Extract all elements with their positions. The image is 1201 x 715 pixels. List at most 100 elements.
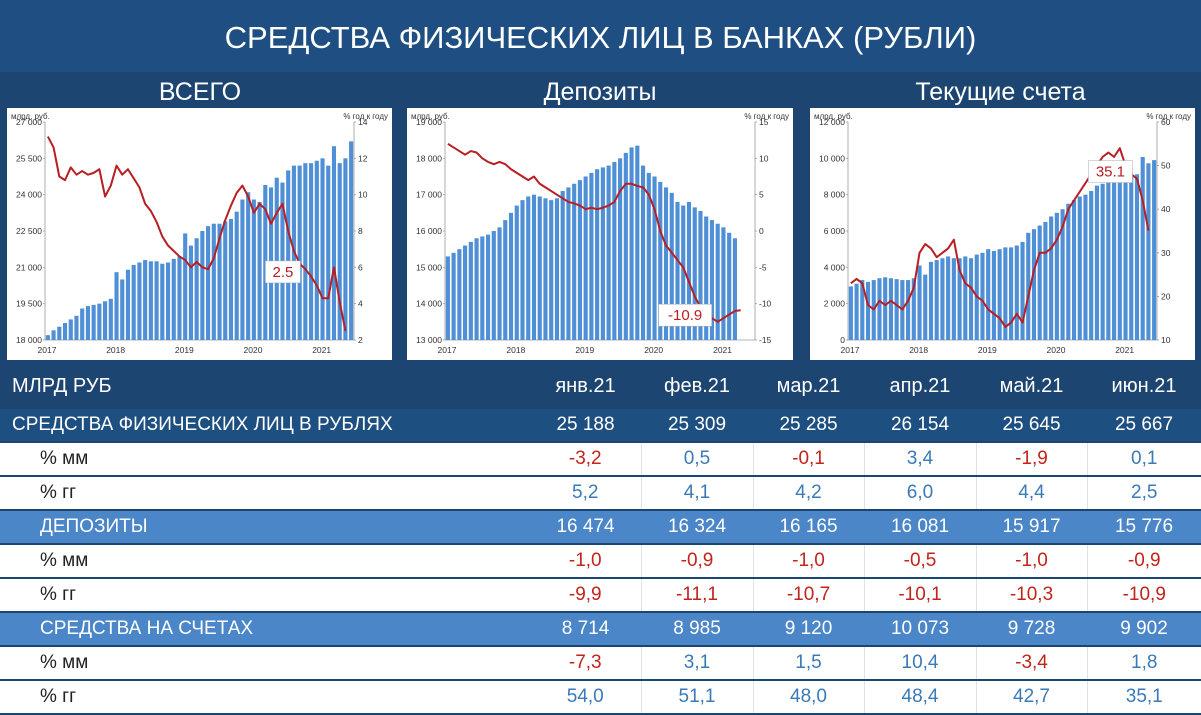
- right-tick-label: 10: [358, 190, 368, 200]
- month-header: янв.21: [530, 365, 641, 409]
- bar: [491, 231, 496, 340]
- bar: [675, 201, 680, 340]
- row-label: СРЕДСТВА ФИЗИЧЕСКИХ ЛИЦ В РУБЛЯХ: [0, 408, 530, 443]
- bar: [635, 145, 640, 340]
- bar: [991, 250, 996, 340]
- right-tick-label: 4: [358, 299, 363, 309]
- right-tick-label: 40: [1161, 204, 1171, 214]
- bar: [612, 161, 617, 340]
- bar: [704, 216, 709, 340]
- value-cell: -3,2: [530, 442, 642, 477]
- value-cell: 3,4: [864, 442, 977, 477]
- value-cell: 5,2: [530, 476, 642, 511]
- month-header: мар.21: [753, 365, 864, 409]
- left-tick-label: 8 000: [824, 190, 846, 200]
- left-tick-label: 18 000: [16, 335, 42, 345]
- value-cell: -10,9: [1087, 578, 1201, 613]
- bar: [183, 233, 188, 340]
- bar: [1014, 245, 1019, 340]
- value-cell: 2,5: [1087, 476, 1201, 511]
- left-tick-label: 15 000: [416, 262, 442, 272]
- row-label: % гг: [0, 680, 530, 715]
- right-tick-label: 8: [358, 226, 363, 236]
- right-tick-label: 20: [1161, 291, 1171, 301]
- bar: [137, 262, 142, 340]
- bar: [980, 252, 985, 340]
- annotation-box: [265, 260, 301, 284]
- value-cell: -10,3: [976, 578, 1088, 613]
- value-cell: 48,0: [753, 680, 865, 715]
- bar: [686, 201, 692, 340]
- table-row: % мм -3,2 0,5 -0,1 3,4 -1,9 0,1: [0, 442, 1201, 477]
- bar: [669, 192, 674, 340]
- bar: [463, 245, 468, 340]
- table-row: СРЕДСТВА НА СЧЕТАХ 8 714 8 985 9 120 10 073 9…: [0, 612, 1201, 647]
- value-cell: -1,0: [976, 544, 1088, 579]
- month-header: фев.21: [641, 365, 753, 409]
- x-tick-label: 2020: [244, 345, 263, 355]
- bar: [165, 262, 171, 340]
- value-cell: 25 309: [641, 408, 753, 443]
- bar: [337, 163, 342, 340]
- x-tick-label: 2021: [1115, 345, 1134, 355]
- bar: [468, 241, 473, 340]
- left-tick-label: 2 000: [824, 299, 846, 309]
- bar: [74, 315, 79, 340]
- bar: [877, 278, 882, 340]
- bar: [1071, 200, 1077, 340]
- bar: [560, 191, 565, 340]
- bar: [143, 260, 148, 340]
- bar: [906, 280, 911, 340]
- bar: [715, 223, 720, 340]
- table-row: СРЕДСТВА ФИЗИЧЕСКИХ ЛИЦ В РУБЛЯХ 25 188 25…: [0, 408, 1201, 443]
- bar: [1152, 160, 1157, 340]
- left-unit-label: млрд. руб.: [411, 112, 450, 121]
- value-cell: -1,0: [753, 544, 865, 579]
- right-unit-label: % год к году: [1146, 112, 1191, 121]
- left-tick-label: 27 000: [16, 117, 42, 127]
- chart-svg: млрд. руб. % год к году 0 2 000 4 000 6 000 8 …: [814, 112, 1191, 355]
- left-tick-label: 18 000: [416, 153, 442, 163]
- left-tick-label: 14 000: [416, 299, 442, 309]
- bar: [848, 286, 853, 340]
- bar: [497, 227, 502, 340]
- bar: [520, 200, 525, 340]
- bar: [1003, 247, 1008, 340]
- value-cell: 1,8: [1087, 646, 1201, 681]
- value-cell: 10 073: [864, 612, 976, 647]
- bar: [514, 205, 519, 340]
- row-label: % мм: [0, 544, 530, 579]
- bar: [57, 326, 62, 340]
- x-tick-label: 2019: [175, 345, 194, 355]
- chart-svg: млрд. руб. % год к году 18 000 19 500 21 000…: [11, 112, 388, 355]
- bar: [131, 264, 136, 340]
- bar: [120, 279, 125, 340]
- bar: [274, 177, 279, 340]
- bar: [200, 231, 205, 340]
- right-tick-label: 50: [1161, 161, 1171, 171]
- left-tick-label: 17 000: [416, 190, 442, 200]
- right-tick-label: -5: [759, 262, 767, 272]
- right-tick-label: 0: [759, 226, 764, 236]
- bar: [894, 279, 899, 340]
- row-label: ДЕПОЗИТЫ: [0, 510, 530, 545]
- bar: [917, 265, 922, 340]
- value-cell: 16 324: [641, 510, 753, 545]
- bar: [934, 260, 939, 340]
- value-cell: -10,1: [864, 578, 977, 613]
- table-row: ДЕПОЗИТЫ 16 474 16 324 16 165 16 081 15 917 15…: [0, 510, 1201, 545]
- value-cell: 1,5: [753, 646, 865, 681]
- x-tick-label: 2018: [909, 345, 928, 355]
- bar: [148, 261, 153, 340]
- bar: [623, 152, 628, 340]
- left-unit-label: млрд. руб.: [11, 112, 50, 121]
- bar: [629, 147, 634, 340]
- table-row: % гг 54,0 51,1 48,0 48,4 42,7 35,1: [0, 680, 1201, 715]
- header-current-accounts: Текущие счета: [915, 78, 1086, 106]
- value-cell: 3,1: [641, 646, 754, 681]
- bar: [80, 308, 85, 340]
- bar: [1100, 183, 1105, 340]
- bar: [681, 205, 686, 340]
- bar: [485, 234, 491, 340]
- x-tick-label: 2021: [312, 345, 331, 355]
